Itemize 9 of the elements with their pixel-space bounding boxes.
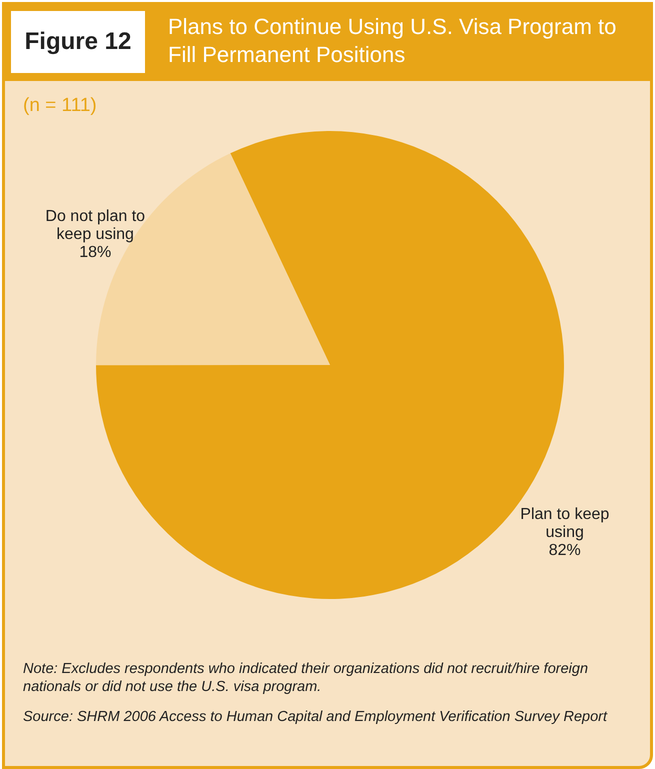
source-note: Source: SHRM 2006 Access to Human Capital and Employment Verification Survey Report (23, 708, 608, 726)
chart-title: Plans to Continue Using U.S. Visa Program to Fill Permanent Positions (168, 13, 618, 69)
text: Note: Excludes respondents who indicated their organizations did not recruit/hire foreign nationals or did not use the U.S. visa program. (23, 660, 590, 696)
slice-label: Do not plan to keep using (45, 208, 146, 244)
data-label: 18% (79, 244, 112, 262)
data-label: 82% (548, 542, 581, 559)
chart-subtitle: (n = 111) (23, 95, 97, 117)
caption: Figure 12 (9, 9, 147, 75)
slice-label: Plan to keep using (520, 506, 610, 541)
